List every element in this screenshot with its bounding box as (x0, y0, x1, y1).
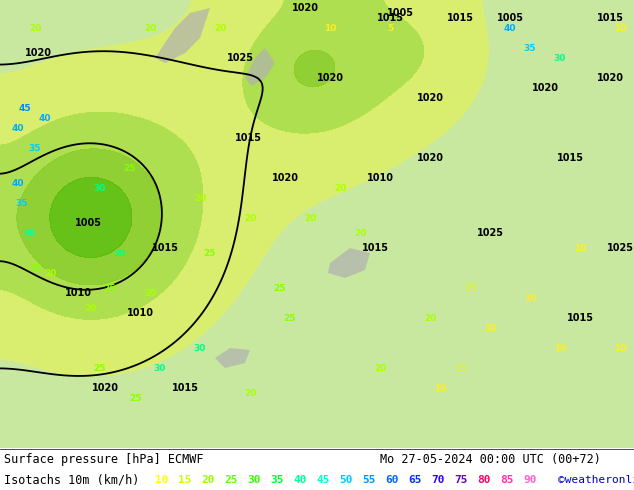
Text: 1005: 1005 (496, 13, 524, 23)
Text: 40: 40 (39, 114, 51, 122)
Text: 1020: 1020 (597, 73, 623, 83)
Text: 35: 35 (29, 144, 41, 152)
Text: 90: 90 (523, 474, 537, 485)
Text: 25: 25 (284, 314, 296, 322)
Text: 35: 35 (524, 44, 536, 52)
Text: 70: 70 (431, 474, 444, 485)
Text: 20: 20 (354, 228, 366, 238)
Text: 1015: 1015 (377, 13, 403, 23)
Text: 1025: 1025 (607, 243, 633, 253)
Polygon shape (215, 348, 250, 368)
Text: 1020: 1020 (25, 48, 51, 58)
Text: 35: 35 (270, 474, 284, 485)
Text: 20: 20 (374, 364, 386, 372)
Text: 10: 10 (484, 323, 496, 333)
Text: 20: 20 (84, 303, 96, 313)
Text: 20: 20 (194, 194, 206, 202)
Text: 1005: 1005 (75, 218, 101, 228)
Text: 30: 30 (247, 474, 261, 485)
Text: 1015: 1015 (172, 383, 198, 393)
Text: 40: 40 (12, 123, 24, 132)
Text: 10: 10 (614, 343, 626, 352)
Text: 25: 25 (29, 264, 41, 272)
Text: 20: 20 (244, 389, 256, 397)
Text: 10: 10 (614, 24, 626, 32)
Text: 20: 20 (334, 183, 346, 193)
Text: 15: 15 (463, 284, 476, 293)
Text: 10: 10 (554, 343, 566, 352)
Text: 80: 80 (477, 474, 491, 485)
Text: 20: 20 (214, 24, 226, 32)
Text: 25: 25 (94, 364, 107, 372)
Text: 1015: 1015 (597, 13, 623, 23)
Text: 25: 25 (104, 284, 116, 293)
Text: 20: 20 (144, 289, 156, 297)
Text: 1015: 1015 (557, 153, 583, 163)
Text: 35: 35 (16, 198, 29, 207)
Text: 40: 40 (294, 474, 307, 485)
Text: 55: 55 (362, 474, 376, 485)
Polygon shape (245, 48, 275, 86)
Text: 5: 5 (387, 24, 393, 32)
Text: 1020: 1020 (531, 83, 559, 93)
Text: 20: 20 (304, 214, 316, 222)
Text: 1020: 1020 (417, 153, 444, 163)
Text: 1015: 1015 (152, 243, 179, 253)
Text: 1015: 1015 (235, 133, 261, 143)
Text: Mo 27-05-2024 00:00 UTC (00+72): Mo 27-05-2024 00:00 UTC (00+72) (380, 453, 601, 466)
Text: 1010: 1010 (127, 308, 153, 318)
Text: 1025: 1025 (477, 228, 503, 238)
Text: 1020: 1020 (91, 383, 119, 393)
Polygon shape (155, 8, 210, 63)
Text: 20: 20 (144, 24, 156, 32)
Text: 1025: 1025 (226, 53, 254, 63)
Text: Surface pressure [hPa] ECMWF: Surface pressure [hPa] ECMWF (4, 453, 204, 466)
Text: 30: 30 (154, 364, 166, 372)
Text: 20: 20 (201, 474, 215, 485)
Text: 30: 30 (554, 53, 566, 63)
Text: 85: 85 (500, 474, 514, 485)
Text: 10: 10 (324, 24, 336, 32)
Text: 1015: 1015 (567, 313, 593, 323)
Text: 45: 45 (316, 474, 330, 485)
Text: 20: 20 (29, 24, 41, 32)
Text: 1015: 1015 (361, 243, 389, 253)
Text: 10: 10 (434, 384, 446, 392)
Text: 10: 10 (574, 244, 586, 252)
Text: 30: 30 (114, 248, 126, 258)
Text: 75: 75 (454, 474, 468, 485)
Text: 60: 60 (385, 474, 399, 485)
Text: 1020: 1020 (417, 93, 444, 103)
Text: Isotachs 10m (km/h): Isotachs 10m (km/h) (4, 473, 139, 486)
Text: 25: 25 (124, 164, 136, 172)
Text: 25: 25 (224, 474, 238, 485)
Text: 30: 30 (24, 228, 36, 238)
Text: 50: 50 (339, 474, 353, 485)
Text: 1010: 1010 (366, 173, 394, 183)
Text: 40: 40 (504, 24, 516, 32)
Text: 30: 30 (94, 183, 106, 193)
Text: 20: 20 (424, 314, 436, 322)
Text: 25: 25 (129, 393, 141, 402)
Text: 15: 15 (178, 474, 191, 485)
Polygon shape (328, 248, 370, 278)
Text: 30: 30 (194, 343, 206, 352)
Text: 20: 20 (44, 269, 56, 277)
Text: 65: 65 (408, 474, 422, 485)
Text: 15: 15 (454, 364, 466, 372)
Text: 1005: 1005 (387, 8, 413, 18)
Text: 40: 40 (12, 178, 24, 188)
Text: 25: 25 (274, 284, 286, 293)
Text: 1010: 1010 (65, 288, 91, 298)
Text: 1020: 1020 (316, 73, 344, 83)
Text: 1015: 1015 (446, 13, 474, 23)
Text: 20: 20 (244, 214, 256, 222)
Text: ©weatheronline.co.uk: ©weatheronline.co.uk (558, 474, 634, 485)
Text: 45: 45 (18, 103, 31, 113)
Text: 1020: 1020 (271, 173, 299, 183)
Text: 10: 10 (524, 294, 536, 302)
Text: 10: 10 (155, 474, 169, 485)
Text: 25: 25 (204, 248, 216, 258)
Text: 1020: 1020 (292, 3, 318, 13)
